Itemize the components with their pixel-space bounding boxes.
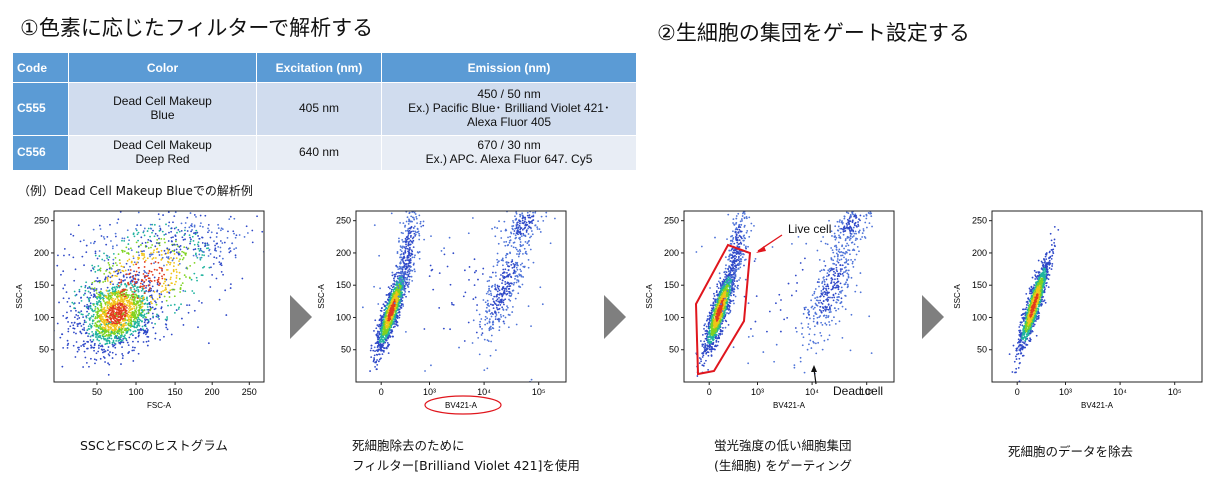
row-color: Dead Cell Makeup Deep Red: [68, 135, 257, 171]
table-row: C555 Dead Cell Makeup Blue 405 nm 450 / 5…: [12, 82, 637, 136]
x-tick-label: 150: [168, 387, 183, 397]
plot-bv421-gated: 50 100 150 200 250 0 10³ 10⁴ 10⁵ BV421-A SSC-A: [640, 205, 902, 420]
y-tick-label: 50: [977, 345, 987, 355]
x-tick-label: 50: [92, 387, 102, 397]
row-code: C555: [12, 82, 69, 136]
plot-svg: 50 100 150 200 250 0 10³ 10⁴ 10⁵ BV421-A SSC-A: [953, 210, 1203, 410]
step2-title: ②生細胞の集団をゲート設定する: [657, 21, 970, 45]
live-cell-gate: [694, 243, 752, 376]
y-tick-label: 100: [336, 312, 351, 322]
y-tick-label: 200: [336, 248, 351, 258]
live-cell-label: Live cell: [788, 222, 832, 236]
example-label: （例）Dead Cell Makeup Blueでの解析例: [18, 184, 253, 198]
y-tick-label: 200: [664, 248, 679, 258]
x-tick-label: 10³: [423, 387, 436, 397]
caption-gating-line2: (生細胞) をゲーティング: [714, 458, 852, 473]
plot-bv421-ungated: 50 100 150 200 250 0 10³ 10⁴ 10⁵ BV421-A SSC-A: [312, 205, 574, 420]
y-tick-label: 100: [664, 312, 679, 322]
x-tick-label: 10⁴: [805, 387, 819, 397]
plot-svg: 50 100 150 200 250 0 10³ 10⁴ 10⁵ BV421-A SSC-A: [317, 210, 567, 415]
header-excitation: Excitation (nm): [256, 52, 382, 83]
x-tick-label: 10⁵: [1168, 387, 1182, 397]
y-tick-label: 50: [341, 345, 351, 355]
step-arrow-icon: [604, 295, 626, 339]
plot-svg: 50 100 150 200 250 0 10³ 10⁴ 10⁵ BV421-A SSC-A: [645, 210, 895, 410]
x-tick-label: 10⁵: [532, 387, 546, 397]
table-row: C556 Dead Cell Makeup Deep Red 640 nm 670…: [12, 135, 637, 171]
y-tick-label: 250: [972, 216, 987, 226]
x-tick-label: 10³: [1059, 387, 1072, 397]
row-emission: 670 / 30 nm Ex.) APC. Alexa Fluor 647. Cy…: [381, 135, 637, 171]
x-tick-label: 10⁴: [477, 387, 491, 397]
header-color: Color: [68, 52, 257, 83]
x-tick-label: 10⁵: [860, 387, 874, 397]
dead-cell-label: Dead cell: [833, 384, 884, 398]
x-tick-label: 0: [707, 387, 712, 397]
x-tick-label: 10³: [751, 387, 764, 397]
x-tick-label: 250: [242, 387, 257, 397]
x-tick-label: 10⁴: [1113, 387, 1127, 397]
filter-table: Code Color Excitation (nm) Emission (nm)…: [12, 52, 637, 171]
y-tick-label: 150: [664, 280, 679, 290]
y-tick-label: 200: [34, 248, 49, 258]
x-axis-label: BV421-A: [445, 401, 478, 410]
header-emission: Emission (nm): [381, 52, 637, 83]
caption-remove-dead: 死細胞のデータを除去: [1008, 444, 1134, 459]
table-header-row: Code Color Excitation (nm) Emission (nm): [12, 52, 637, 83]
caption-gating-line1: 蛍光強度の低い細胞集団: [714, 438, 852, 453]
x-tick-label: 0: [379, 387, 384, 397]
x-axis-label: BV421-A: [773, 401, 806, 410]
x-axis-label: BV421-A: [1081, 401, 1114, 410]
plot-svg: 50 100 150 200 250 50 100 150 200 250 FSC-A SSC-A: [15, 210, 265, 410]
y-axis-label: SSC-A: [645, 284, 654, 309]
y-tick-label: 250: [336, 216, 351, 226]
plot-bv421-live: 50 100 150 200 250 0 10³ 10⁴ 10⁵ BV421-A SSC-A: [948, 205, 1210, 420]
y-tick-label: 250: [34, 216, 49, 226]
caption-filter-line1: 死細胞除去のために: [352, 438, 465, 453]
y-axis-label: SSC-A: [317, 284, 326, 309]
y-tick-label: 50: [669, 345, 679, 355]
step-arrow-icon: [290, 295, 312, 339]
x-axis-label: FSC-A: [147, 401, 172, 410]
row-excitation: 640 nm: [256, 135, 382, 171]
y-axis-label: SSC-A: [15, 284, 24, 309]
y-tick-label: 100: [34, 312, 49, 322]
y-tick-label: 200: [972, 248, 987, 258]
caption-histogram: SSCとFSCのヒストグラム: [80, 438, 228, 453]
row-emission: 450 / 50 nm Ex.) Pacific Blue･ Brilliand …: [381, 82, 637, 136]
y-tick-label: 100: [972, 312, 987, 322]
y-tick-label: 150: [336, 280, 351, 290]
plot-fsc-ssc: 50 100 150 200 250 50 100 150 200 250 FSC-A SSC-A: [10, 205, 272, 420]
bv421-highlight: [424, 395, 502, 415]
y-tick-label: 250: [664, 216, 679, 226]
header-code: Code: [12, 52, 69, 83]
y-tick-label: 50: [39, 345, 49, 355]
caption-filter-line2: フィルター[Brilliand Violet 421]を使用: [352, 458, 580, 473]
row-excitation: 405 nm: [256, 82, 382, 136]
step1-title: ①色素に応じたフィルターで解析する: [20, 16, 374, 40]
row-code: C556: [12, 135, 69, 171]
y-axis-label: SSC-A: [953, 284, 962, 309]
x-tick-label: 200: [205, 387, 220, 397]
y-tick-label: 150: [34, 280, 49, 290]
x-tick-label: 100: [129, 387, 144, 397]
x-tick-label: 0: [1015, 387, 1020, 397]
y-tick-label: 150: [972, 280, 987, 290]
step-arrow-icon: [922, 295, 944, 339]
row-color: Dead Cell Makeup Blue: [68, 82, 257, 136]
